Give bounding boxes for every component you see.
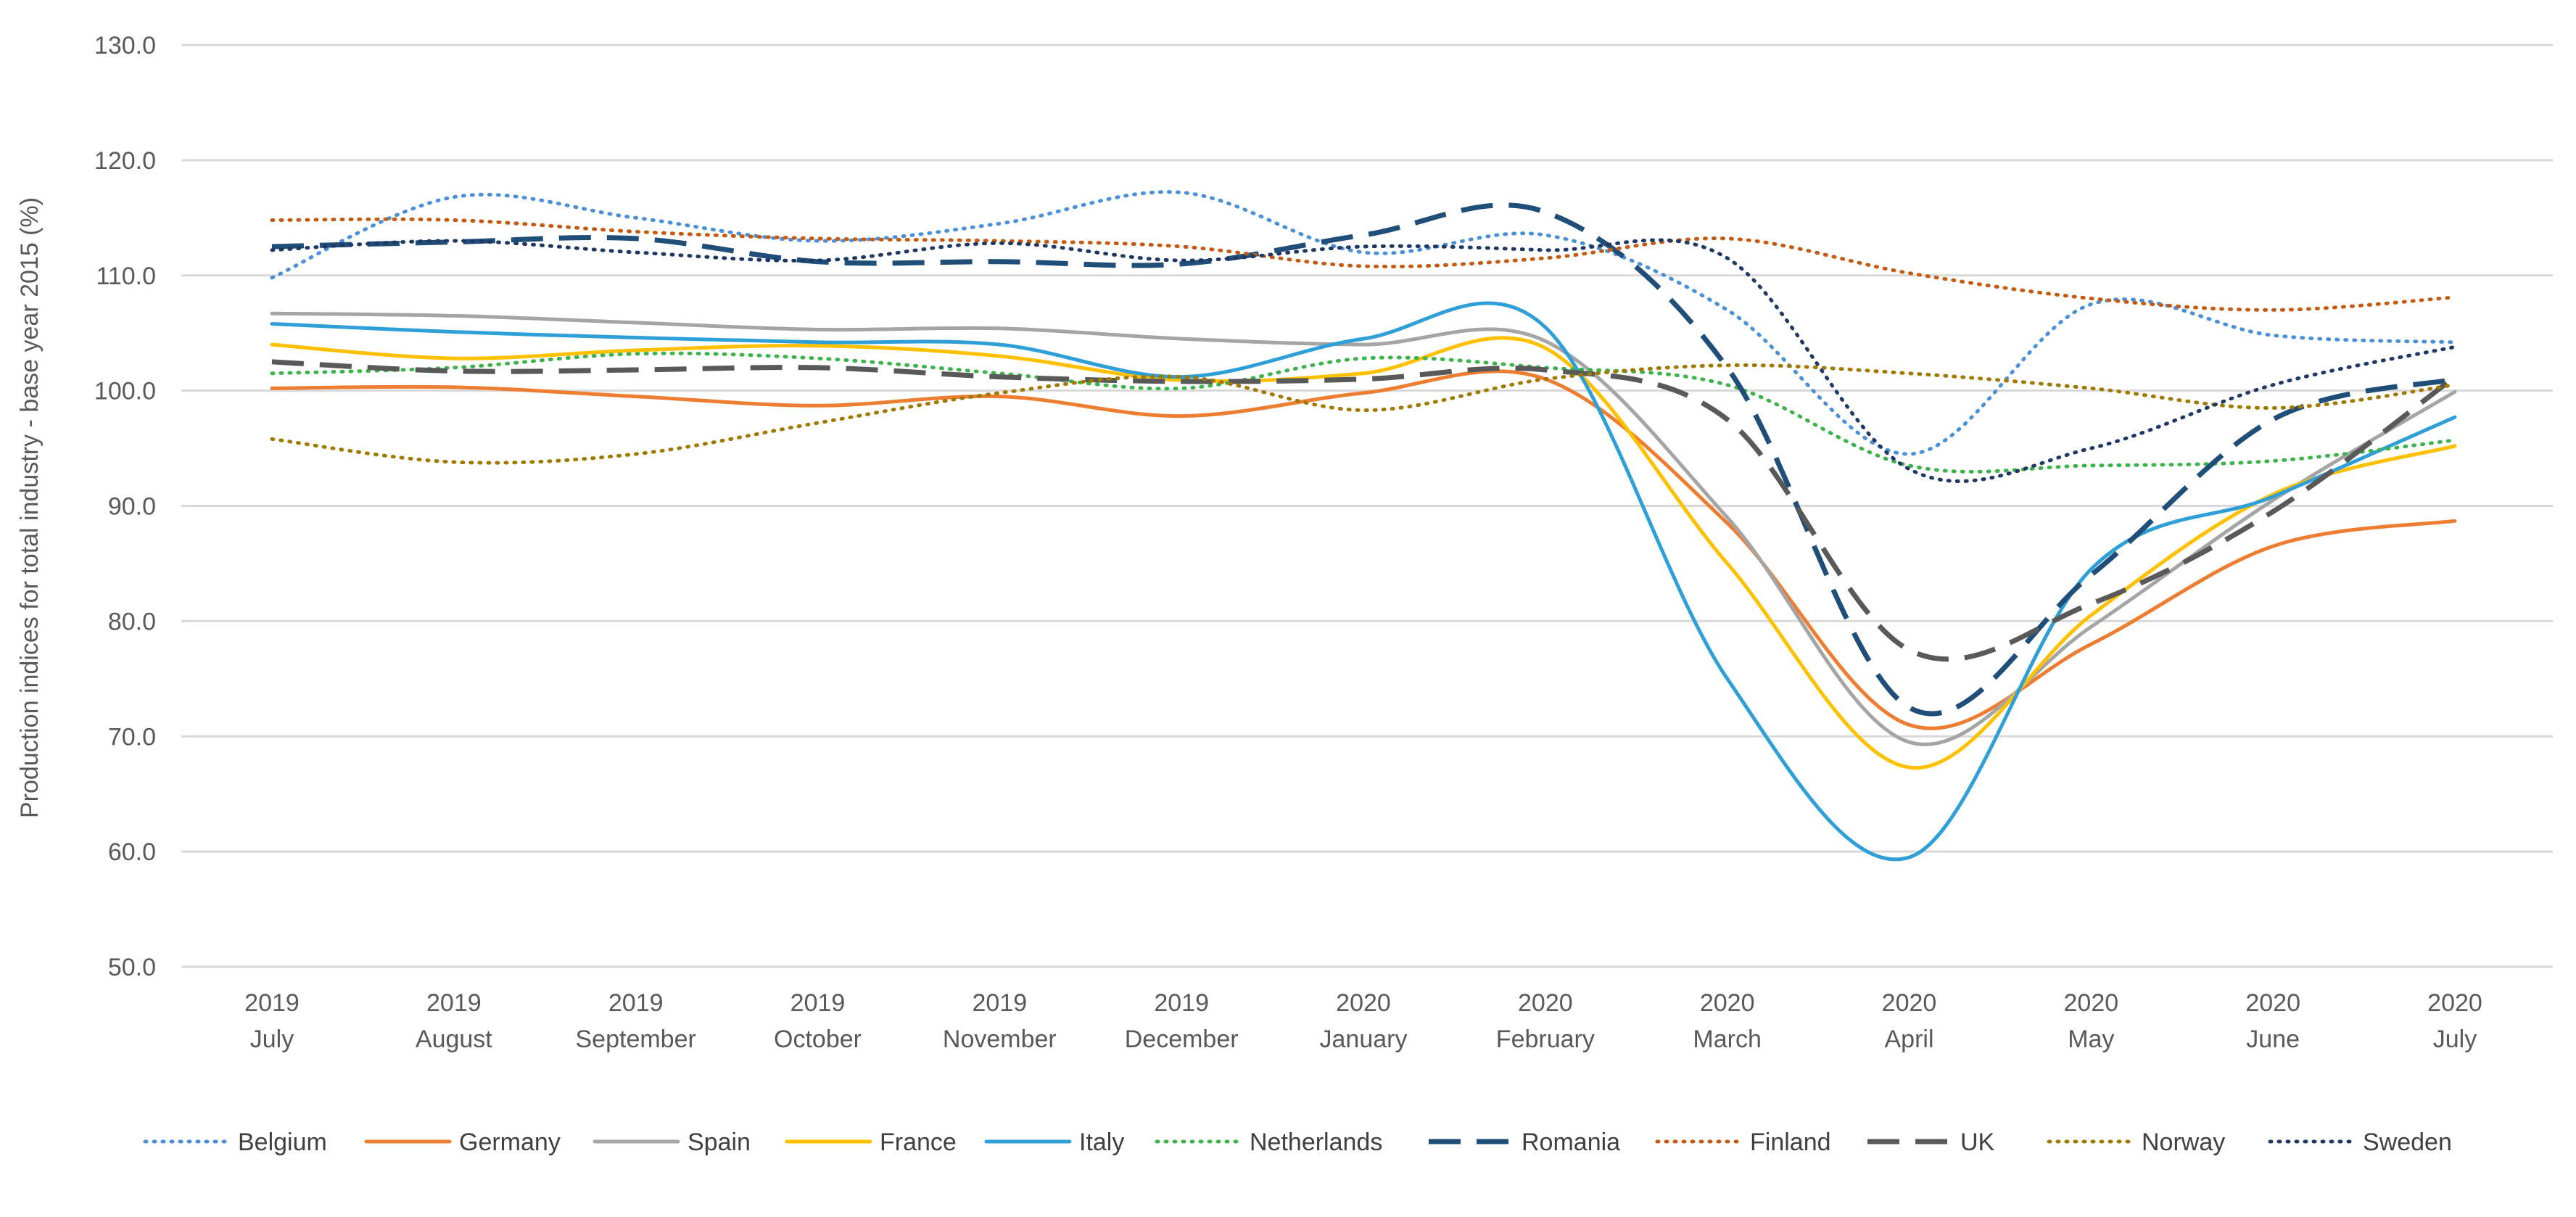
series-line-romania: [271, 202, 2456, 717]
x-tick-month: April: [1884, 1026, 1933, 1053]
x-axis-ticks: 2019 July 2019 August 2019 September 2019 Octob…: [244, 989, 2482, 1053]
series-line-germany: [270, 369, 2457, 730]
x-tick-year: 2019: [608, 989, 664, 1017]
x-tick-year: 2019: [973, 989, 1028, 1017]
legend-label-uk: UK: [1960, 1129, 1995, 1156]
y-tick-label: 110.0: [96, 263, 156, 290]
gridlines: [181, 44, 2553, 968]
y-tick-label: 80.0: [108, 608, 156, 635]
legend: Belgium Germany Spain France Italy Netherland…: [143, 1129, 2452, 1156]
x-tick-year: 2020: [2427, 989, 2482, 1017]
legend-label-spain: Spain: [688, 1129, 751, 1156]
series-line-norway: [270, 363, 2457, 465]
legend-label-finland: Finland: [1750, 1129, 1831, 1156]
x-tick-year: 2020: [2245, 989, 2300, 1017]
y-tick-label: 90.0: [108, 493, 156, 521]
legend-label-germany: Germany: [459, 1129, 561, 1156]
series-line-italy: [270, 301, 2457, 862]
x-tick-year: 2019: [426, 989, 482, 1017]
y-tick-label: 100.0: [94, 378, 156, 405]
x-tick-month: March: [1693, 1026, 1761, 1053]
series-line-finland: [270, 217, 2457, 312]
legend-label-norway: Norway: [2142, 1129, 2225, 1156]
series-line-france: [270, 336, 2457, 770]
legend-label-romania: Romania: [1522, 1129, 1620, 1156]
y-tick-label: 120.0: [94, 147, 156, 175]
x-tick-month: January: [1320, 1026, 1408, 1053]
series-line-belgium: [270, 190, 2457, 456]
series-line-netherlands: [270, 351, 2457, 474]
x-tick-year: 2019: [244, 989, 300, 1017]
y-tick-label: 60.0: [108, 838, 156, 866]
x-tick-month: May: [2068, 1026, 2114, 1053]
y-tick-label: 50.0: [108, 954, 156, 981]
series-lines: [270, 190, 2457, 862]
legend-label-sweden: Sweden: [2363, 1129, 2452, 1156]
x-tick-year: 2020: [1882, 989, 1937, 1017]
series-line-spain: [270, 311, 2457, 746]
x-tick-month: July: [2433, 1026, 2477, 1053]
x-tick-month: December: [1125, 1026, 1239, 1053]
x-tick-year: 2020: [1700, 989, 1755, 1017]
legend-label-italy: Italy: [1079, 1129, 1124, 1156]
x-tick-month: November: [943, 1026, 1057, 1053]
x-tick-month: September: [576, 1026, 696, 1053]
x-tick-year: 2020: [1336, 989, 1391, 1017]
series-line-sweden: [270, 238, 2457, 483]
x-tick-month: August: [416, 1026, 492, 1053]
x-tick-month: June: [2246, 1026, 2300, 1053]
x-tick-year: 2019: [790, 989, 846, 1017]
y-axis-ticks: 50.0 60.0 70.0 80.0 90.0 100.0 110.0 120.0 130.0: [94, 32, 156, 981]
x-tick-month: February: [1496, 1026, 1595, 1053]
x-tick-year: 2020: [2064, 989, 2119, 1017]
legend-label-netherlands: Netherlands: [1250, 1129, 1382, 1156]
y-tick-label: 130.0: [94, 32, 156, 59]
x-tick-month: July: [250, 1026, 294, 1053]
x-tick-year: 2020: [1518, 989, 1573, 1017]
legend-label-belgium: Belgium: [238, 1129, 327, 1156]
x-tick-year: 2019: [1154, 989, 1209, 1017]
legend-label-france: France: [880, 1129, 957, 1156]
y-tick-label: 70.0: [108, 723, 156, 751]
y-axis-title: Production indices for total industry - …: [16, 197, 44, 818]
x-tick-month: October: [774, 1026, 862, 1053]
